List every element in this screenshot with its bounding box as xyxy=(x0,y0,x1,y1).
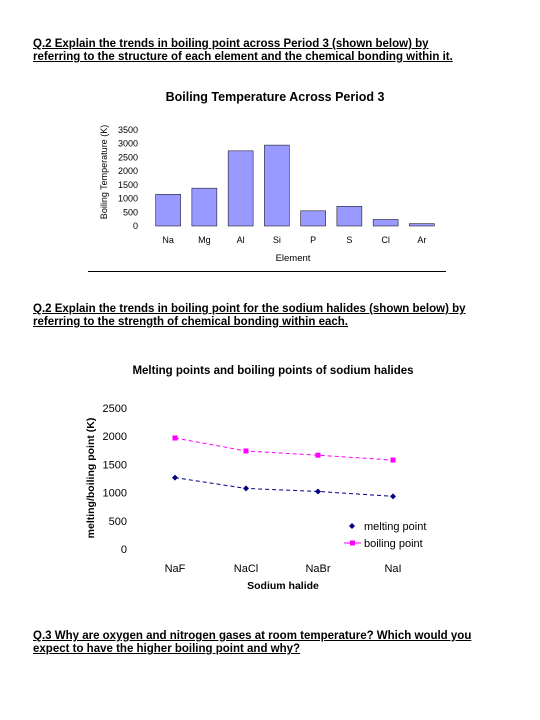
question-3-line-2: expect to have the higher boiling point … xyxy=(33,643,301,655)
question-2: Q.2 Explain the trends in boiling point … xyxy=(33,303,466,329)
chart-1-x-tick-label: Si xyxy=(273,235,281,245)
chart-1-x-tick-label: P xyxy=(310,235,316,245)
chart-2-point xyxy=(243,485,249,492)
chart-1-y-tick-label: 3000 xyxy=(118,139,138,149)
chart-2-x-tick-label: NaI xyxy=(384,563,401,575)
chart-2-legend-label: melting point xyxy=(364,521,426,533)
question-1-line-2: referring to the structure of each eleme… xyxy=(33,51,453,63)
chart-1-bar xyxy=(409,223,435,227)
question-1-line-1: Q.2 Explain the trends in boiling point … xyxy=(33,38,429,50)
chart-1-y-tick-label: 0 xyxy=(133,221,138,231)
question-2-line-2: referring to the strength of chemical bo… xyxy=(33,316,348,328)
chart-1-x-tick-label: S xyxy=(346,235,352,245)
boiling-temperature-chart: Boiling Temperature Across Period 3 Boili… xyxy=(99,90,435,264)
chart-1-bar xyxy=(264,144,290,227)
chart-2-legend-label: boiling point xyxy=(364,538,423,550)
divider-line xyxy=(88,271,446,272)
chart-1-bar xyxy=(300,210,326,227)
chart-1-x-tick-label: Al xyxy=(237,235,245,245)
chart-2-point xyxy=(243,448,249,454)
chart-2-series-line xyxy=(174,437,394,461)
chart-1-x-tick-label: Mg xyxy=(198,235,211,245)
chart-1-x-axis-label: Element xyxy=(276,253,311,264)
chart-2-y-axis-label: melting/boiling point (K) xyxy=(85,418,97,539)
chart-2-y-tick-label: 2500 xyxy=(103,403,127,415)
chart-2-point xyxy=(315,488,321,495)
chart-1-bar xyxy=(372,219,399,227)
chart-1-y-tick-label: 500 xyxy=(123,207,138,217)
chart-1-bar xyxy=(155,194,181,227)
chart-1-bar xyxy=(336,206,363,227)
chart-1-y-tick-label: 2500 xyxy=(118,152,138,162)
chart-2-y-tick-label: 500 xyxy=(109,516,127,528)
question-1: Q.2 Explain the trends in boiling point … xyxy=(33,38,453,64)
chart-1-y-tick-label: 1500 xyxy=(118,180,138,190)
chart-2-legend-marker xyxy=(349,523,355,529)
chart-1-x-tick-label: Cl xyxy=(381,235,390,245)
chart-1-y-axis-label: Boiling Temperature (K) xyxy=(99,125,109,219)
chart-2-y-tick-label: 1000 xyxy=(103,488,127,500)
chart-2-x-tick-label: NaBr xyxy=(305,563,330,575)
chart-2-point xyxy=(172,474,178,481)
chart-1-y-tick-label: 3500 xyxy=(118,125,138,135)
question-2-line-1: Q.2 Explain the trends in boiling point … xyxy=(33,303,466,315)
chart-2-title: Melting points and boiling points of sod… xyxy=(132,365,413,377)
chart-2-point xyxy=(172,435,178,441)
chart-2-x-tick-label: NaF xyxy=(165,563,186,575)
chart-2-x-axis-label: Sodium halide xyxy=(247,580,319,592)
chart-2-y-tick-label: 2000 xyxy=(103,431,127,443)
chart-2-point xyxy=(390,493,396,500)
chart-2-legend-marker xyxy=(350,540,355,546)
chart-2-y-tick-label: 0 xyxy=(121,544,127,556)
chart-1-bar xyxy=(227,150,254,227)
question-3-line-1: Q.3 Why are oxygen and nitrogen gases at… xyxy=(33,630,472,642)
chart-2-series-line xyxy=(174,477,394,497)
chart-2-point xyxy=(315,452,321,458)
chart-2-x-tick-label: NaCl xyxy=(234,563,258,575)
chart-1-x-tick-label: Na xyxy=(162,235,174,245)
chart-2-point xyxy=(390,457,396,463)
sodium-halides-chart: Melting points and boiling points of sod… xyxy=(85,365,426,592)
question-3: Q.3 Why are oxygen and nitrogen gases at… xyxy=(33,630,471,656)
chart-1-x-tick-label: Ar xyxy=(417,235,426,245)
chart-1-y-tick-label: 1000 xyxy=(118,194,138,204)
chart-1-title: Boiling Temperature Across Period 3 xyxy=(166,90,385,104)
chart-2-y-tick-label: 1500 xyxy=(103,459,127,471)
chart-1-bar xyxy=(191,187,218,227)
chart-1-y-tick-label: 2000 xyxy=(118,166,138,176)
